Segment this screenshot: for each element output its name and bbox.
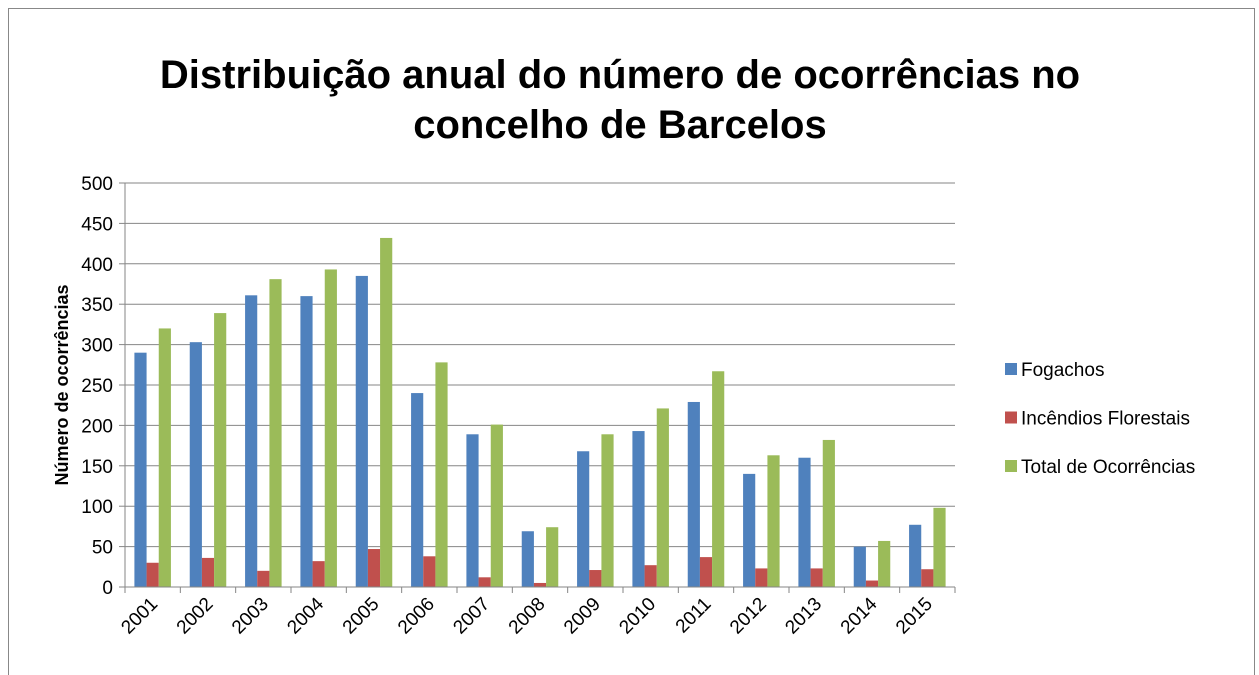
bar — [158, 328, 171, 587]
legend-label: Fogachos — [1021, 360, 1104, 381]
legend-swatch — [1005, 460, 1017, 472]
y-tick-label: 250 — [81, 376, 113, 397]
bar — [644, 565, 657, 587]
legend-swatch — [1005, 411, 1017, 424]
bar — [257, 570, 270, 587]
bar — [712, 371, 725, 587]
bar — [380, 237, 393, 587]
bar — [767, 455, 780, 587]
bar — [632, 431, 645, 587]
bar — [245, 295, 258, 587]
bar — [300, 296, 313, 587]
bar — [134, 352, 147, 587]
bar — [367, 549, 381, 587]
bar — [589, 570, 602, 587]
bar — [822, 439, 835, 587]
bar — [810, 568, 823, 587]
bar — [909, 524, 922, 587]
y-tick-label: 150 — [81, 457, 113, 478]
bar — [269, 279, 282, 587]
chart-title: concelho de Barcelos — [413, 103, 826, 147]
bar — [355, 275, 368, 587]
y-tick-label: 350 — [81, 295, 113, 316]
bar — [490, 424, 503, 587]
y-tick-label: 400 — [81, 255, 113, 276]
chart-title: Distribuição anual do número de ocorrênc… — [160, 53, 1080, 97]
y-tick-label: 450 — [81, 214, 113, 235]
y-tick-label: 100 — [81, 497, 113, 518]
bar — [577, 451, 590, 587]
bar — [755, 568, 768, 587]
y-tick-label: 0 — [102, 578, 113, 599]
bar — [853, 546, 866, 587]
y-tick-label: 200 — [81, 416, 113, 437]
bar — [189, 342, 202, 587]
bar — [798, 457, 811, 587]
y-tick-label: 500 — [81, 174, 113, 195]
bar — [933, 507, 946, 587]
bar — [878, 540, 891, 587]
bar — [865, 580, 879, 587]
bar — [533, 582, 547, 587]
bar — [466, 434, 479, 587]
bar — [546, 527, 559, 587]
bar — [312, 561, 325, 587]
bar — [411, 393, 424, 587]
bar — [687, 401, 700, 587]
bar — [324, 269, 337, 587]
bar — [214, 313, 227, 587]
bar — [699, 557, 713, 587]
y-tick-label: 300 — [81, 336, 113, 357]
bar — [656, 408, 669, 587]
bar — [435, 362, 448, 587]
y-axis-title: Número de ocorrências — [52, 284, 72, 485]
y-tick-label: 50 — [92, 538, 113, 559]
bar — [201, 557, 215, 587]
legend-swatch — [1005, 363, 1017, 375]
bar — [146, 562, 159, 587]
bar — [601, 434, 614, 587]
bar — [743, 473, 756, 587]
legend-label: Total de Ocorrências — [1021, 457, 1195, 478]
legend-label: Incêndios Florestais — [1021, 409, 1190, 430]
bar — [521, 531, 534, 587]
bar — [921, 569, 934, 587]
bar — [478, 577, 491, 587]
bar — [423, 556, 436, 587]
